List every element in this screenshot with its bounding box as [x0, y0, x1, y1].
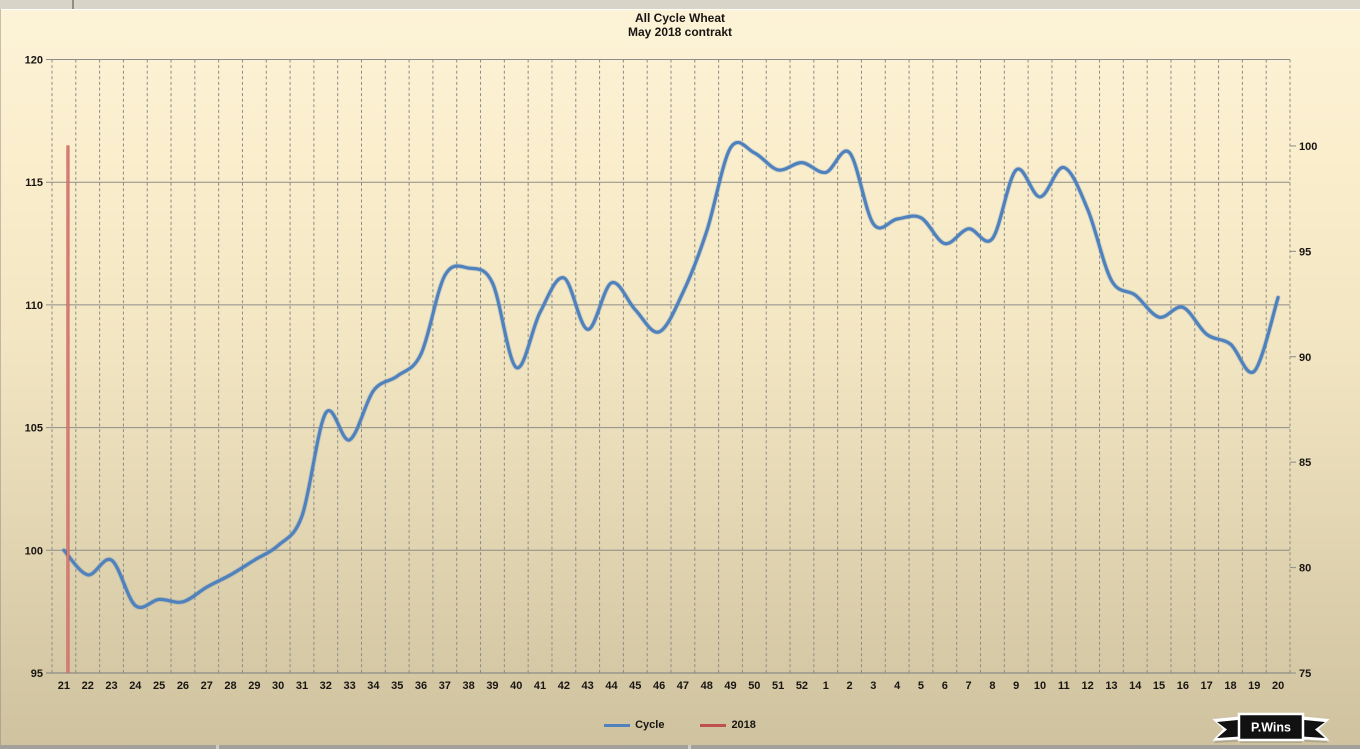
- x-axis-label: 15: [1153, 680, 1165, 692]
- chart-title: All Cycle Wheat May 2018 contrakt: [0, 11, 1360, 39]
- x-axis-label: 5: [918, 680, 924, 692]
- chart-legend: Cycle 2018: [0, 719, 1360, 731]
- x-axis-label: 12: [1082, 680, 1094, 692]
- x-axis-label: 13: [1105, 680, 1117, 692]
- x-axis-label: 25: [153, 680, 165, 692]
- legend-label: Cycle: [635, 719, 665, 731]
- column-divider-tick: [72, 0, 74, 9]
- chart-title-line1: All Cycle Wheat: [634, 11, 726, 25]
- window-top-edge: [0, 0, 1360, 10]
- x-axis-label: 19: [1248, 680, 1260, 692]
- x-axis-label: 48: [701, 680, 713, 692]
- x-axis-label: 37: [439, 680, 451, 692]
- x-axis-label: 29: [248, 680, 260, 692]
- x-axis-label: 11: [1058, 680, 1070, 692]
- x-axis-label: 36: [415, 680, 427, 692]
- x-axis-label: 22: [82, 680, 94, 692]
- x-axis-label: 39: [486, 680, 498, 692]
- x-axis-label: 17: [1201, 680, 1213, 692]
- x-axis-label: 45: [629, 680, 641, 692]
- x-axis-label: 44: [605, 680, 618, 692]
- cell-tick: [216, 745, 219, 749]
- x-axis-label: 3: [870, 680, 876, 692]
- x-axis-label: 51: [772, 680, 784, 692]
- right-axis-tick-label: 85: [1299, 457, 1311, 469]
- x-axis-label: 23: [105, 680, 117, 692]
- x-axis-label: 50: [748, 680, 760, 692]
- x-axis-label: 26: [177, 680, 189, 692]
- x-axis-label: 24: [129, 680, 142, 692]
- x-axis-label: 33: [343, 680, 355, 692]
- x-axis-label: 28: [224, 680, 236, 692]
- series-cycle-line: [62, 140, 1280, 610]
- x-axis-label: 32: [320, 680, 332, 692]
- window-bottom-edge: [0, 745, 1360, 749]
- legend-line-swatch: [604, 723, 631, 727]
- x-axis-label: 43: [582, 680, 594, 692]
- right-axis-tick-label: 95: [1299, 246, 1311, 258]
- right-axis-tick-label: 80: [1299, 563, 1311, 575]
- left-axis-tick-label: 105: [25, 423, 43, 435]
- window-left-edge: [0, 9, 1, 749]
- x-axis-label: 42: [558, 680, 570, 692]
- x-axis-label: 18: [1224, 680, 1236, 692]
- right-axis-tick-label: 75: [1299, 668, 1311, 680]
- legend-line-swatch: [700, 723, 727, 727]
- x-axis-label: 14: [1129, 680, 1142, 692]
- chart-title-line2: May 2018 contrakt: [627, 25, 733, 39]
- x-axis-label: 47: [677, 680, 689, 692]
- left-axis-tick-label: 110: [25, 300, 43, 312]
- x-axis-label: 31: [296, 680, 308, 692]
- right-axis-tick-label: 90: [1299, 352, 1311, 364]
- x-axis-label: 2: [846, 680, 852, 692]
- x-axis-label: 21: [58, 680, 70, 692]
- right-axis-tick-label: 100: [1299, 141, 1317, 153]
- x-axis-label: 38: [463, 680, 475, 692]
- pwins-badge: P.Wins: [1211, 712, 1331, 743]
- legend-item-2018: 2018: [700, 719, 756, 731]
- left-axis-tick-label: 115: [25, 177, 43, 189]
- x-axis-label: 52: [796, 680, 808, 692]
- x-axis-label: 9: [1013, 680, 1019, 692]
- x-axis-label: 1: [823, 680, 829, 692]
- x-axis-label: 41: [534, 680, 546, 692]
- x-axis-label: 46: [653, 680, 665, 692]
- x-axis-label: 27: [201, 680, 213, 692]
- x-axis-label: 34: [367, 680, 380, 692]
- left-axis-tick-label: 95: [31, 668, 43, 680]
- x-axis-label: 30: [272, 680, 284, 692]
- x-axis-label: 20: [1272, 680, 1284, 692]
- x-axis-label: 10: [1034, 680, 1046, 692]
- left-axis-tick-label: 120: [25, 55, 43, 67]
- x-axis-label: 40: [510, 680, 522, 692]
- x-axis-label: 8: [989, 680, 995, 692]
- left-axis-tick-label: 100: [25, 545, 43, 557]
- legend-label: 2018: [731, 719, 756, 731]
- x-axis-label: 16: [1177, 680, 1189, 692]
- x-axis-label: 6: [942, 680, 948, 692]
- x-axis-label: 4: [894, 680, 901, 692]
- pwins-badge-label: P.Wins: [1251, 721, 1291, 735]
- x-axis-label: 7: [966, 680, 972, 692]
- legend-item-cycle: Cycle: [604, 719, 664, 731]
- cell-tick: [688, 745, 691, 749]
- x-axis-label: 35: [391, 680, 403, 692]
- x-axis-label: 49: [724, 680, 736, 692]
- ribbon-center-band: P.Wins: [1237, 712, 1305, 742]
